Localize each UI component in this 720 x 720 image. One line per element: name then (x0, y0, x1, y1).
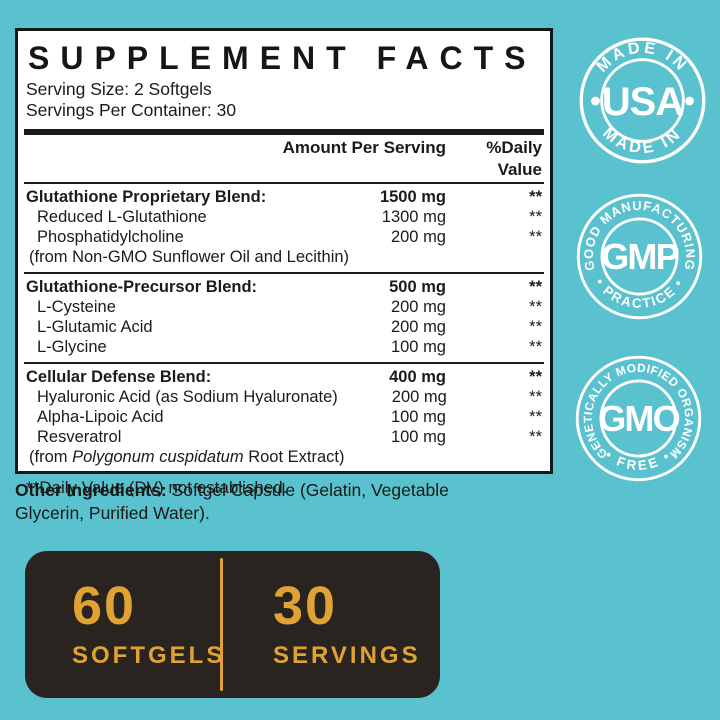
ingredient-amount: 500 mg (389, 278, 446, 296)
ingredient-dv: ** (529, 388, 542, 406)
ingredient-source-note: (from Non-GMO Sunflower Oil and Lecithin… (29, 248, 350, 266)
table-row: L-Cysteine 200 mg ** (26, 297, 542, 317)
ingredient-name: Glutathione-Precursor Blend: (26, 278, 258, 296)
ingredient-name: Phosphatidylcholine (37, 228, 184, 246)
badge-outer-ring (575, 355, 702, 482)
table-row: Glutathione Proprietary Blend: 1500 mg *… (26, 187, 542, 207)
count-box-divider (220, 558, 223, 691)
serving-size: Serving Size: 2 Softgels (26, 79, 212, 99)
gmo-free-badge-icon: GENETICALLY MODIFIED ORGANISM • FREE • G… (575, 355, 702, 482)
made-in-usa-badge-icon: MADE IN MADE IN USA (579, 37, 706, 164)
ingredient-amount: 100 mg (390, 428, 446, 446)
note-prefix: (from (29, 448, 73, 466)
table-row: Resveratrol 100 mg ** (26, 427, 542, 447)
ingredient-dv: ** (529, 278, 542, 296)
badge-center-text: GMO (598, 398, 679, 439)
divider-thick (24, 129, 544, 135)
ingredient-name: Reduced L-Glutathione (37, 208, 207, 226)
badge-outer-ring (579, 37, 706, 164)
divider-thin (24, 362, 544, 364)
ingredient-amount: 200 mg (391, 388, 447, 406)
badge-inner-ring (600, 217, 679, 296)
other-ingredients: Other Ingredients: Softgel Capsule (Gela… (15, 479, 477, 525)
ingredient-name: Resveratrol (37, 428, 122, 446)
ingredient-source-note: (from Polygonum cuspidatum Root Extract) (26, 447, 542, 467)
table-row: Reduced L-Glutathione 1300 mg ** (26, 207, 542, 227)
servings-count: 30 (273, 576, 338, 636)
amount-column-header: Amount Per Serving (282, 138, 446, 157)
badge-inner-ring (600, 58, 685, 143)
ingredient-dv: ** (529, 298, 542, 316)
ingredient-amount: 100 mg (390, 408, 446, 426)
divider-thin (24, 272, 544, 274)
table-row: L-Glutamic Acid 200 mg ** (26, 317, 542, 337)
gmp-badge-icon: GOOD MANUFACTURING • PRACTICE • GMP (576, 193, 703, 320)
column-header-row: Amount Per Serving %Daily Value (26, 137, 542, 181)
section-glutathione-proprietary-blend: Glutathione Proprietary Blend: 1500 mg *… (26, 184, 542, 271)
ingredient-name: L-Glycine (37, 338, 107, 356)
ingredient-dv: ** (529, 428, 542, 446)
ingredient-name: Hyaluronic Acid (as Sodium Hyaluronate) (37, 388, 338, 406)
ingredient-name: Alpha-Lipoic Acid (37, 408, 164, 426)
panel-title: SUPPLEMENT FACTS (28, 40, 537, 76)
ingredient-amount: 1300 mg (381, 208, 446, 226)
servings-label: SERVINGS (273, 642, 421, 669)
ingredient-amount: 100 mg (390, 338, 446, 356)
table-row: Cellular Defense Blend: 400 mg ** (26, 367, 542, 387)
table-row: Glutathione-Precursor Blend: 500 mg ** (26, 277, 542, 297)
ingredient-dv: ** (529, 368, 542, 386)
ingredient-dv: ** (529, 188, 542, 206)
count-box: 60 SOFTGELS 30 SERVINGS (25, 551, 440, 698)
table-row: (from Non-GMO Sunflower Oil and Lecithin… (26, 247, 542, 267)
badge-inner-ring (599, 379, 678, 458)
ingredient-amount: 200 mg (390, 228, 446, 246)
badge-center-text: GMP (601, 236, 678, 277)
ingredient-dv: ** (529, 208, 542, 226)
ingredient-dv: ** (529, 338, 542, 356)
ingredient-name: L-Glutamic Acid (37, 318, 153, 336)
badge-top-arc-text: MADE IN (593, 39, 689, 76)
ingredient-name: Cellular Defense Blend: (26, 368, 212, 386)
ingredient-amount: 400 mg (389, 368, 446, 386)
ingredient-dv: ** (529, 228, 542, 246)
svg-text:MADE IN: MADE IN (593, 39, 692, 76)
note-suffix: Root Extract) (243, 448, 345, 466)
table-row: L-Glycine 100 mg ** (26, 337, 542, 357)
table-row: Phosphatidylcholine 200 mg ** (26, 227, 542, 247)
badge-right-dot (685, 96, 694, 106)
daily-value-footnote: **Daily Value (DV) not established. (26, 478, 288, 497)
badge-outer-ring (576, 193, 703, 320)
section-cellular-defense-blend: Cellular Defense Blend: 400 mg ** Hyalur… (26, 364, 542, 471)
table-row: Alpha-Lipoic Acid 100 mg ** (26, 407, 542, 427)
daily-value-column-header: %Daily Value (486, 138, 542, 179)
note-latin-name: Polygonum cuspidatum (72, 448, 244, 466)
softgels-count: 60 (72, 576, 137, 636)
servings-count-cell: 30 SERVINGS (223, 579, 421, 670)
servings-per-container: Servings Per Container: 30 (26, 100, 237, 120)
table-row: Hyaluronic Acid (as Sodium Hyaluronate) … (26, 387, 542, 407)
ingredient-name: L-Cysteine (37, 298, 116, 316)
other-ingredients-text: Softgel Capsule (Gelatin, Vegetable Glyc… (15, 480, 449, 523)
ingredient-amount: 1500 mg (379, 188, 446, 206)
softgels-label: SOFTGELS (72, 642, 226, 669)
supplement-facts-panel: SUPPLEMENT FACTS Serving Size: 2 Softgel… (15, 28, 553, 497)
ingredient-dv: ** (529, 408, 542, 426)
softgels-count-cell: 60 SOFTGELS (25, 576, 226, 670)
svg-text:• FREE •: • FREE • (602, 447, 674, 473)
ingredient-amount: 200 mg (390, 318, 446, 336)
other-ingredients-label: Other Ingredients: (15, 480, 167, 500)
badge-center-text: USA (602, 80, 683, 124)
badge-left-dot (591, 96, 600, 106)
ingredient-amount: 200 mg (390, 298, 446, 316)
table-row: (from Polygonum cuspidatum Root Extract) (26, 447, 542, 467)
divider-thin (24, 472, 544, 474)
ingredient-name: Glutathione Proprietary Blend: (26, 188, 267, 206)
section-glutathione-precursor-blend: Glutathione-Precursor Blend: 500 mg ** L… (26, 274, 542, 361)
divider-thin (24, 182, 544, 184)
badge-bottom-arc-text: • FREE • (602, 447, 672, 473)
ingredient-dv: ** (529, 318, 542, 336)
